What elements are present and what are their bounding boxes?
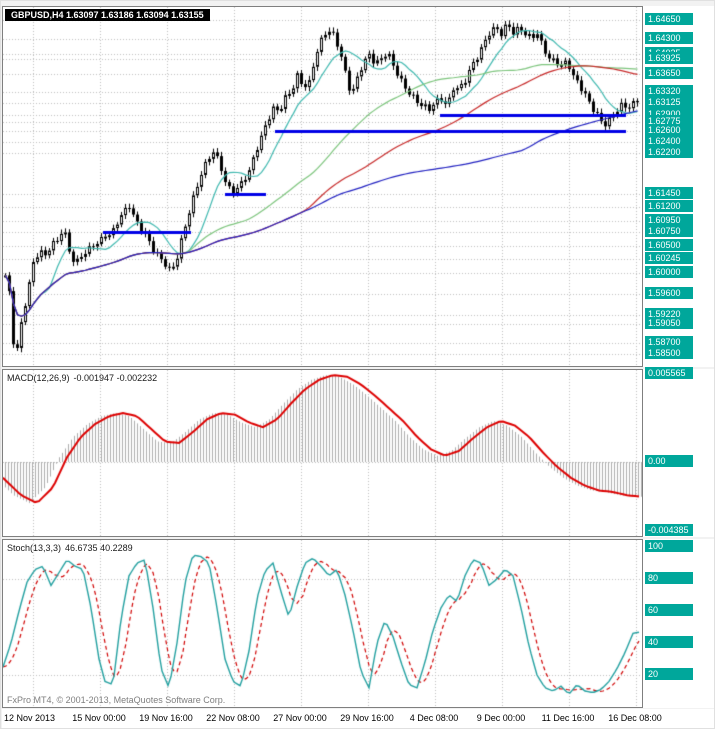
scale-label-badge: 1.59600 [645, 287, 693, 299]
macd-indicator-values: -0.001947 -0.002232 [73, 373, 158, 383]
stoch-panel: Stoch(13,3,3) 46.6735 40.2289 FxPro MT4, … [2, 539, 714, 708]
macd-indicator-name: MACD(12,26,9) [7, 373, 70, 383]
main-chart-plot[interactable]: GBPUSD,H4 1.63097 1.63186 1.63094 1.6315… [2, 6, 643, 367]
scale-label-badge: 60 [645, 604, 693, 616]
stoch-plot[interactable]: Stoch(13,3,3) 46.6735 40.2289 FxPro MT4, … [2, 539, 643, 708]
scale-label-badge: 1.61450 [645, 187, 693, 199]
scale-label-badge: 1.58700 [645, 336, 693, 348]
stoch-label: Stoch(13,3,3) 46.6735 40.2289 [7, 543, 133, 553]
scale-label-badge: 80 [645, 572, 693, 584]
time-axis-label: 22 Nov 08:00 [206, 713, 260, 723]
scale-label-badge: 1.62600 [645, 124, 693, 136]
chart-ohlc-header: GBPUSD,H4 1.63097 1.63186 1.63094 1.6315… [5, 9, 210, 21]
scale-label-badge: 1.60000 [645, 266, 693, 278]
time-axis-label: 4 Dec 08:00 [409, 713, 459, 723]
time-axis-label: 16 Dec 08:00 [608, 713, 662, 723]
macd-canvas[interactable] [3, 370, 642, 536]
price-scale[interactable]: 1.646501.643001.640251.639251.636501.633… [644, 6, 714, 367]
scale-label-badge: 1.60750 [645, 225, 693, 237]
time-axis-label: 19 Nov 16:00 [139, 713, 193, 723]
scale-label-badge: 1.63650 [645, 67, 693, 79]
scale-label-badge: 1.63125 [645, 96, 693, 108]
scale-label-badge: 1.64300 [645, 32, 693, 44]
scale-label-badge: 40 [645, 636, 693, 648]
scale-label-badge: 1.63320 [645, 85, 693, 97]
scale-label-badge: 1.59050 [645, 317, 693, 329]
scale-label-badge: 1.60500 [645, 239, 693, 251]
scale-label-badge: 20 [645, 668, 693, 680]
macd-scale[interactable]: 0.005565 0.00 -0.004385 [644, 367, 714, 537]
scale-label-badge: 1.64650 [645, 13, 693, 25]
scale-label-badge: 1.63925 [645, 52, 693, 64]
scale-label-badge: 1.58500 [645, 347, 693, 359]
time-axis-label: 15 Nov 00:00 [72, 713, 126, 723]
scale-label-badge: 0.00 [645, 455, 693, 467]
stoch-canvas[interactable] [3, 540, 642, 707]
macd-label: MACD(12,26,9) -0.001947 -0.002232 [7, 373, 157, 383]
scale-label-badge: -0.004385 [645, 524, 693, 536]
time-scale[interactable]: 12 Nov 2013 15 Nov 00:00 19 Nov 16:00 22 No… [2, 709, 714, 728]
time-axis-label: 12 Nov 2013 [4, 713, 56, 723]
time-axis-label: 9 Dec 00:00 [476, 713, 526, 723]
time-axis-label: 27 Nov 00:00 [273, 713, 327, 723]
macd-plot[interactable]: MACD(12,26,9) -0.001947 -0.002232 [2, 369, 643, 537]
stoch-scale[interactable]: 100 80 60 40 20 [644, 539, 714, 708]
time-axis-label: 29 Nov 16:00 [340, 713, 394, 723]
scale-label-badge: 1.60950 [645, 214, 693, 226]
scale-label-badge: 100 [645, 540, 693, 552]
stoch-indicator-values: 46.6735 40.2289 [65, 543, 133, 553]
scale-label-badge: 1.62200 [645, 146, 693, 158]
macd-panel: MACD(12,26,9) -0.001947 -0.002232 0.00556… [2, 367, 714, 537]
main-chart-panel: GBPUSD,H4 1.63097 1.63186 1.63094 1.6315… [2, 6, 714, 367]
scale-label-badge: 1.60245 [645, 252, 693, 264]
stoch-indicator-name: Stoch(13,3,3) [7, 543, 62, 553]
scale-label-badge: 0.005565 [645, 367, 693, 379]
main-price-canvas[interactable] [3, 7, 642, 366]
copyright-text: FxPro MT4, © 2001-2013, MetaQuotes Softw… [7, 695, 226, 705]
scale-label-badge: 1.61200 [645, 200, 693, 212]
scale-label-badge: 1.62400 [645, 135, 693, 147]
time-axis-label: 11 Dec 16:00 [541, 713, 595, 723]
